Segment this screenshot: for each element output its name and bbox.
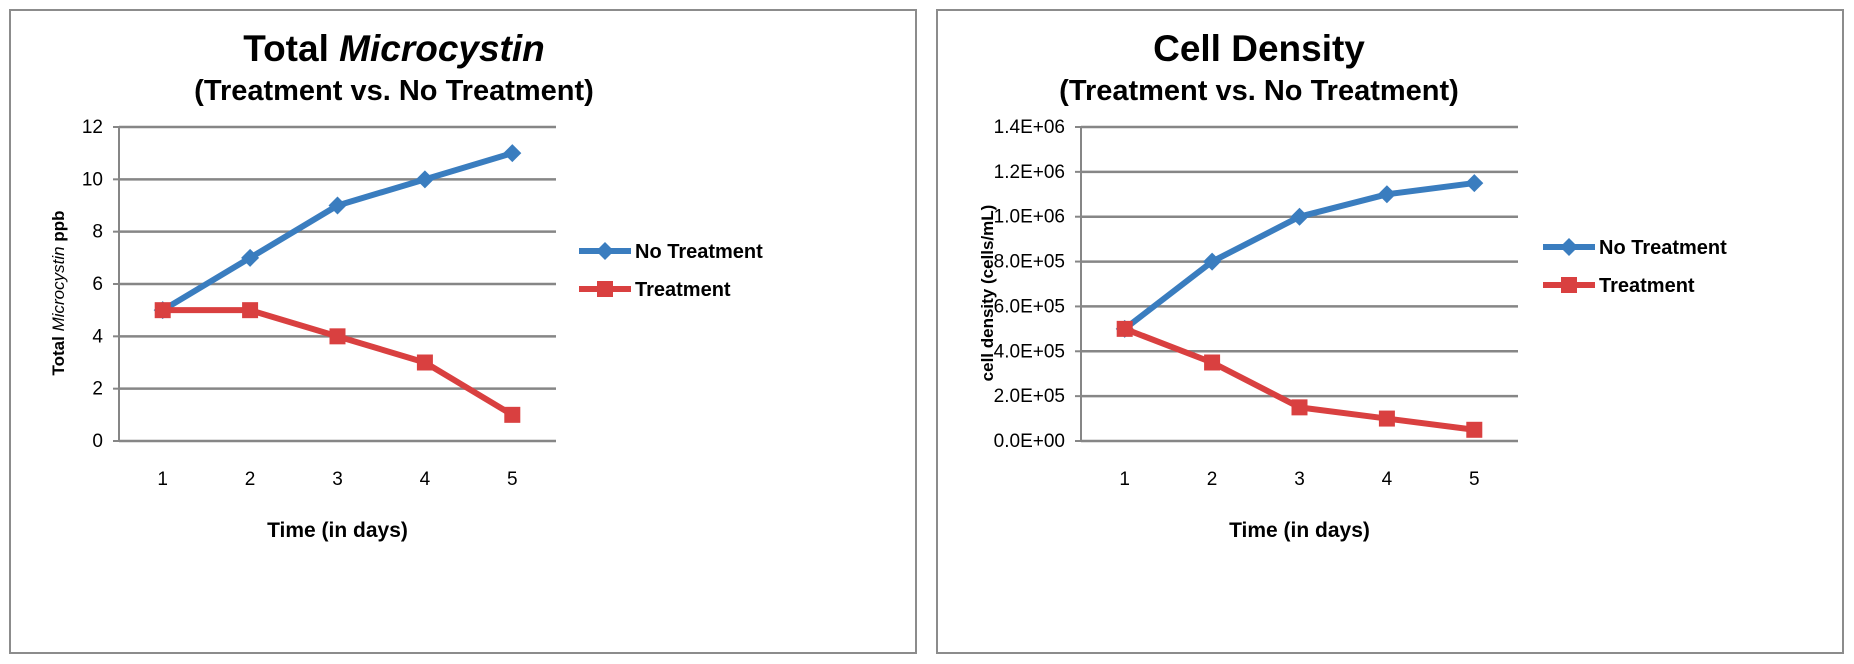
- data-point-diamond: [1377, 185, 1396, 204]
- x-axis-label: Time (in days): [1229, 519, 1370, 542]
- data-point-diamond: [415, 170, 434, 189]
- y-tick-label: 2.0E+05: [994, 386, 1065, 407]
- data-point-diamond: [1203, 252, 1222, 271]
- chart-title: Cell Density: [1153, 28, 1365, 69]
- x-tick-label: 4: [1382, 469, 1393, 490]
- x-tick-label: 1: [157, 469, 168, 490]
- y-axis-label-italic: Microcystin: [49, 246, 68, 331]
- data-point-diamond: [1290, 207, 1309, 226]
- data-point-diamond: [503, 144, 522, 163]
- legend-entry: No Treatment: [1543, 237, 1727, 259]
- chart-title-italic: Microcystin: [339, 28, 545, 69]
- y-tick-label: 1.4E+06: [994, 117, 1065, 138]
- data-point-square: [329, 328, 346, 345]
- microcystin-chart-panel: Total Microcystin (Treatment vs. No Treat…: [9, 9, 917, 654]
- legend-entry: No Treatment: [579, 241, 763, 263]
- y-tick-label: 8.0E+05: [994, 252, 1065, 273]
- chart-title-main: Cell Density: [1153, 28, 1365, 69]
- y-axis-label-post: ppb: [49, 211, 68, 247]
- y-tick-label: 8: [92, 222, 103, 243]
- legend-label: Treatment: [1599, 275, 1695, 297]
- y-tick-label: 4.0E+05: [994, 341, 1065, 362]
- data-point-square: [416, 354, 433, 371]
- y-tick-label: 1.2E+06: [994, 162, 1065, 183]
- chart-title: Total Microcystin: [243, 28, 545, 69]
- legend-entry: Treatment: [579, 279, 731, 301]
- data-point-square: [154, 302, 171, 319]
- x-tick-label: 2: [1207, 469, 1218, 490]
- data-point-square: [1378, 410, 1395, 427]
- legend-marker-square: [1561, 277, 1577, 293]
- data-point-diamond: [328, 196, 347, 215]
- y-axis-label-pre: Total: [49, 331, 68, 375]
- y-axis-label: cell density (cells/mL): [978, 205, 997, 382]
- data-point-square: [242, 302, 259, 319]
- x-tick-label: 3: [1294, 469, 1305, 490]
- chart-subtitle: (Treatment vs. No Treatment): [194, 75, 594, 107]
- cell-density-chart-panel: Cell Density (Treatment vs. No Treatment)…: [936, 9, 1844, 654]
- y-tick-label: 12: [82, 117, 103, 138]
- legend-entry: Treatment: [1543, 275, 1695, 297]
- y-tick-label: 1.0E+06: [994, 207, 1065, 228]
- y-tick-label: 0.0E+00: [994, 431, 1065, 452]
- x-tick-label: 1: [1119, 469, 1130, 490]
- data-point-square: [1291, 399, 1308, 416]
- x-tick-label: 4: [420, 469, 431, 490]
- data-point-diamond: [241, 248, 260, 267]
- y-tick-label: 6: [92, 274, 103, 295]
- y-tick-label: 2: [92, 379, 103, 400]
- y-axis-label-pre: cell density (cells/mL): [978, 205, 997, 382]
- cell-density-chart: Cell Density (Treatment vs. No Treatment)…: [978, 28, 1727, 542]
- y-axis-label: Total Microcystin ppb: [49, 211, 68, 376]
- legend-label: No Treatment: [635, 241, 763, 263]
- legend-marker-diamond: [1560, 238, 1578, 256]
- y-tick-label: 6.0E+05: [994, 296, 1065, 317]
- x-tick-label: 5: [507, 469, 518, 490]
- y-tick-label: 0: [92, 431, 103, 452]
- x-tick-label: 5: [1469, 469, 1480, 490]
- x-tick-label: 3: [332, 469, 343, 490]
- legend-label: No Treatment: [1599, 237, 1727, 259]
- microcystin-chart: Total Microcystin (Treatment vs. No Treat…: [49, 28, 763, 542]
- data-point-square: [1466, 421, 1483, 438]
- legend-marker-diamond: [596, 242, 614, 260]
- data-point-diamond: [1465, 174, 1484, 193]
- legend-label: Treatment: [635, 279, 731, 301]
- data-point-square: [1116, 320, 1133, 337]
- y-tick-label: 4: [92, 326, 103, 347]
- legend-marker-square: [597, 281, 613, 297]
- chart-subtitle: (Treatment vs. No Treatment): [1059, 75, 1459, 107]
- x-axis-label: Time (in days): [267, 519, 408, 542]
- series-line-treatment: [162, 307, 514, 418]
- x-tick-label: 2: [245, 469, 256, 490]
- chart-title-main: Total: [243, 28, 339, 69]
- data-point-square: [504, 406, 521, 423]
- y-tick-label: 10: [82, 169, 103, 190]
- data-point-square: [1204, 354, 1221, 371]
